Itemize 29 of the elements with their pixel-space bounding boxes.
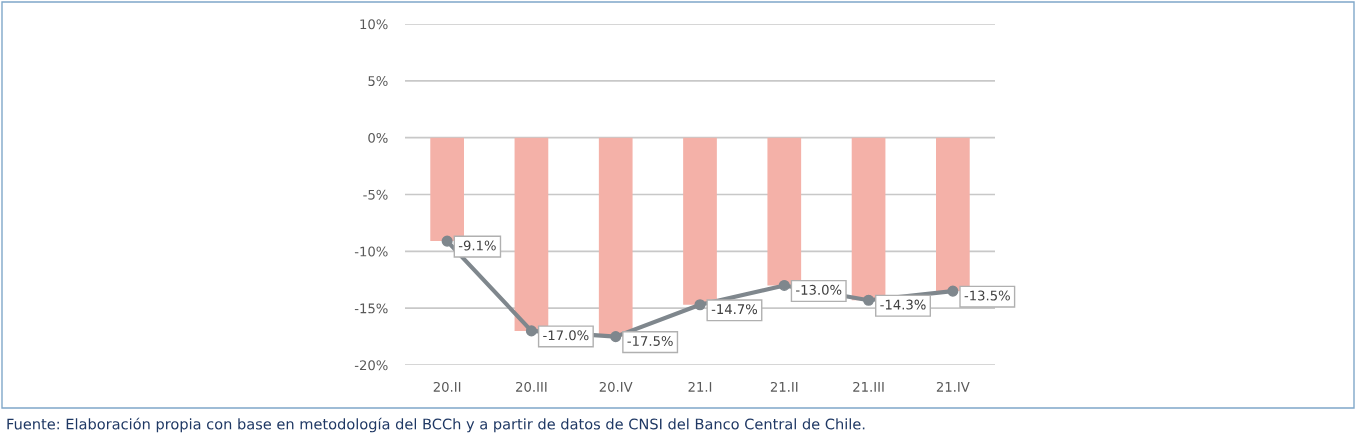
data-label: -17.5% bbox=[627, 335, 673, 346]
point bbox=[694, 299, 706, 311]
y-tick-label: 5% bbox=[368, 76, 388, 87]
x-tick-label: 20.III bbox=[516, 381, 547, 392]
data-label: -13.5% bbox=[964, 290, 1010, 301]
point bbox=[441, 235, 453, 247]
y-tick-label: -15% bbox=[354, 303, 388, 314]
point bbox=[525, 325, 537, 337]
point bbox=[947, 285, 959, 297]
y-tick-label: -20% bbox=[354, 360, 388, 371]
data-label: -13.0% bbox=[796, 284, 842, 295]
y-tick-label: -5% bbox=[363, 189, 388, 200]
source-note: Fuente: Elaboración propia con base en metodología del BCCh y a partir de datos de CNSI del Banco Central de Chile. bbox=[7, 417, 865, 433]
point bbox=[610, 331, 622, 343]
x-tick-label: 21.II bbox=[770, 381, 798, 392]
x-tick-label: 21.III bbox=[853, 381, 884, 392]
x-tick-label: 21.IV bbox=[936, 381, 970, 392]
x-tick-label: 20.IV bbox=[599, 381, 633, 392]
data-label: -14.3% bbox=[880, 299, 926, 310]
y-tick-label: 10% bbox=[360, 19, 388, 30]
y-tick-label: 0% bbox=[368, 132, 388, 143]
x-tick-label: 20.II bbox=[433, 381, 461, 392]
x-tick-label: 21.I bbox=[688, 381, 712, 392]
point bbox=[863, 294, 875, 306]
data-label: -14.7% bbox=[711, 304, 758, 315]
data-label: -9.1% bbox=[458, 240, 496, 251]
data-label: -17.0% bbox=[543, 330, 589, 341]
y-tick-label: -10% bbox=[354, 246, 388, 257]
point bbox=[778, 279, 790, 291]
